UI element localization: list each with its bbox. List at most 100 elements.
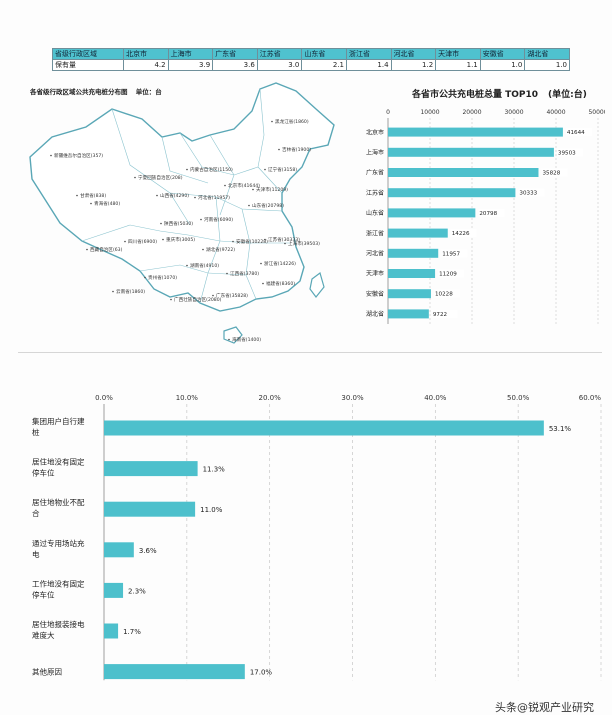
map-city-dot: [278, 148, 280, 151]
map-province-label: 辽宁省(3158): [268, 166, 297, 173]
map-city-dot: [162, 238, 164, 241]
reason-category-label: 其他原因: [32, 667, 62, 677]
table-header-cell: 浙江省: [345, 48, 392, 60]
top10-bar: [388, 248, 439, 258]
map-province-label: 山西省(4290): [160, 192, 189, 199]
table-value-cell: 4.2: [123, 59, 169, 71]
reason-value-label: 11.3%: [203, 466, 226, 474]
top10-value-label-bg: [565, 128, 592, 137]
map-province-label: 陕西省(5030): [164, 220, 193, 227]
table-header-row: 省级行政区域 北京市 上海市 广东省 江苏省 山东省 浙江省 河北省 天津市 安…: [52, 48, 570, 60]
province-borders: [81, 88, 290, 304]
map-province-label: 宁夏回族自治区(208): [138, 174, 183, 181]
map-province-label: 广东省(35828): [216, 292, 248, 299]
top10-category-label: 江苏省: [366, 189, 384, 197]
map-labels: 黑龙江省(1860) 吉林省(1900) 辽宁省(3158) 内蒙古自治区(1150)…: [50, 118, 320, 343]
reason-category-label: 停车位: [32, 468, 55, 478]
table-header-cell: 北京市: [123, 48, 169, 60]
reason-bar: [104, 664, 245, 680]
top10-value-label: 39503: [558, 150, 576, 156]
map-province-label: 新疆维吾尔自治区(357): [54, 152, 103, 159]
top10-tick-label: 0: [386, 109, 390, 116]
map-province-label: 天津市(11209): [256, 186, 288, 193]
top10-value-label-bg: [556, 148, 583, 157]
reason-category-label: 通过专用场站充: [32, 538, 85, 548]
table-value-cell: 2.1: [301, 59, 347, 71]
map-city-dot: [226, 272, 228, 275]
map-city-dot: [262, 282, 264, 285]
top10-tick-label: 50000: [588, 109, 605, 116]
reason-value-label: 3.6%: [139, 547, 157, 555]
reason-tick-label: 0.0%: [95, 394, 113, 402]
reason-category-label: 合: [32, 508, 40, 518]
top10-bar: [388, 289, 431, 299]
map-province-label: 西藏自治区(63): [90, 246, 123, 253]
top10-category-label: 广东省: [366, 169, 384, 177]
top10-bar: [388, 188, 516, 198]
table-value-row: 保有量 4.2 3.9 3.6 3.0 2.1 1.4 1.2 1.1 1.0 …: [52, 59, 570, 71]
top10-bar: [388, 147, 554, 157]
map-city-dot: [156, 194, 158, 197]
reason-tick-label: 60.0%: [579, 394, 602, 402]
data-table: 省级行政区域 北京市 上海市 广东省 江苏省 山东省 浙江省 河北省 天津市 安…: [52, 48, 570, 71]
top10-value-label: 10228: [435, 292, 453, 298]
top10-tick-label: 10000: [420, 109, 439, 116]
map-city-dot: [194, 196, 196, 199]
map-province-label: 上海市(39503): [288, 240, 320, 247]
reason-category-label: 居住地物业不配: [32, 497, 85, 507]
map-province-label: 山东省(20798): [252, 202, 284, 209]
map-city-dot: [260, 262, 262, 265]
map-province-label: 湖北省(9722): [206, 246, 235, 253]
map-city-dot: [228, 338, 230, 341]
top10-value-label-bg: [541, 168, 568, 177]
map-province-label: 青海省(480): [94, 200, 120, 207]
table-header-cell: 广东省: [212, 48, 258, 60]
top10-chart-title: 各省市公共充电桩总量 TOP10 (单位:台): [412, 87, 587, 100]
top10-tick-label: 40000: [546, 109, 565, 116]
reason-tick-label: 30.0%: [341, 394, 364, 402]
map-city-dot: [186, 168, 188, 171]
map-city-dot: [284, 242, 286, 245]
taiwan-island: [309, 271, 325, 298]
map-city-dot: [252, 188, 254, 191]
map-province-label: 安徽省(10228): [236, 238, 268, 245]
map-city-dot: [112, 290, 114, 293]
table-header-cell: 安徽省: [479, 48, 526, 60]
top10-bar-chart: 0 10000 20000 30000 40000 50000 北京市 41644 上海市 395…: [366, 109, 605, 324]
map-unit-text: 单位：台: [135, 88, 162, 96]
reason-bar-chart: 0.0% 10.0% 20.0% 30.0% 40.0% 50.0% 60.0% 集团用户自行…: [32, 394, 602, 681]
table-value-cell: 3.0: [256, 59, 303, 71]
map-province-label: 浙江省(14226): [264, 260, 296, 267]
table-header-cell: 湖北省: [524, 48, 570, 60]
top10-category-label: 湖北省: [366, 310, 384, 318]
map-city-dot: [90, 202, 92, 205]
map-title: 各省级行政区域公共充电桩分布图 单位：台: [30, 86, 162, 96]
map-province-label: 河北省(11957): [198, 194, 230, 201]
top10-tick-label: 20000: [462, 109, 481, 116]
reason-tick-label: 20.0%: [259, 394, 282, 402]
top10-category-label: 天津市: [366, 270, 384, 278]
map-city-dot: [124, 240, 126, 243]
map-city-dot: [50, 154, 52, 157]
reason-value-label: 53.1%: [549, 425, 572, 433]
map-city-dot: [232, 240, 234, 243]
map-province-label: 江苏省(30333): [268, 236, 300, 243]
map-city-dot: [144, 276, 146, 279]
top10-bar: [388, 309, 429, 319]
map-province-label: 吉林省(1900): [282, 146, 311, 153]
map-city-dot: [224, 184, 226, 187]
reason-bar: [104, 420, 544, 436]
top10-value-label: 14226: [452, 231, 470, 237]
map-province-label: 重庆市(3005): [166, 236, 195, 243]
reason-value-label: 17.0%: [250, 669, 273, 677]
table-value-label: 保有量: [52, 59, 124, 71]
map-province-label: 海南省(1400): [232, 336, 261, 343]
reason-bar: [104, 461, 198, 477]
table-value-cell: 1.4: [345, 59, 392, 71]
reason-bar: [104, 623, 119, 639]
reason-category-label: 居住地报装接电: [32, 619, 85, 629]
china-map: 黑龙江省(1860) 吉林省(1900) 辽宁省(3158) 内蒙古自治区(1150)…: [29, 82, 335, 344]
map-province-label: 甘肃省(838): [80, 192, 106, 199]
map-province-label: 云南省(1860): [116, 288, 145, 295]
reason-value-label: 2.3%: [128, 587, 146, 595]
